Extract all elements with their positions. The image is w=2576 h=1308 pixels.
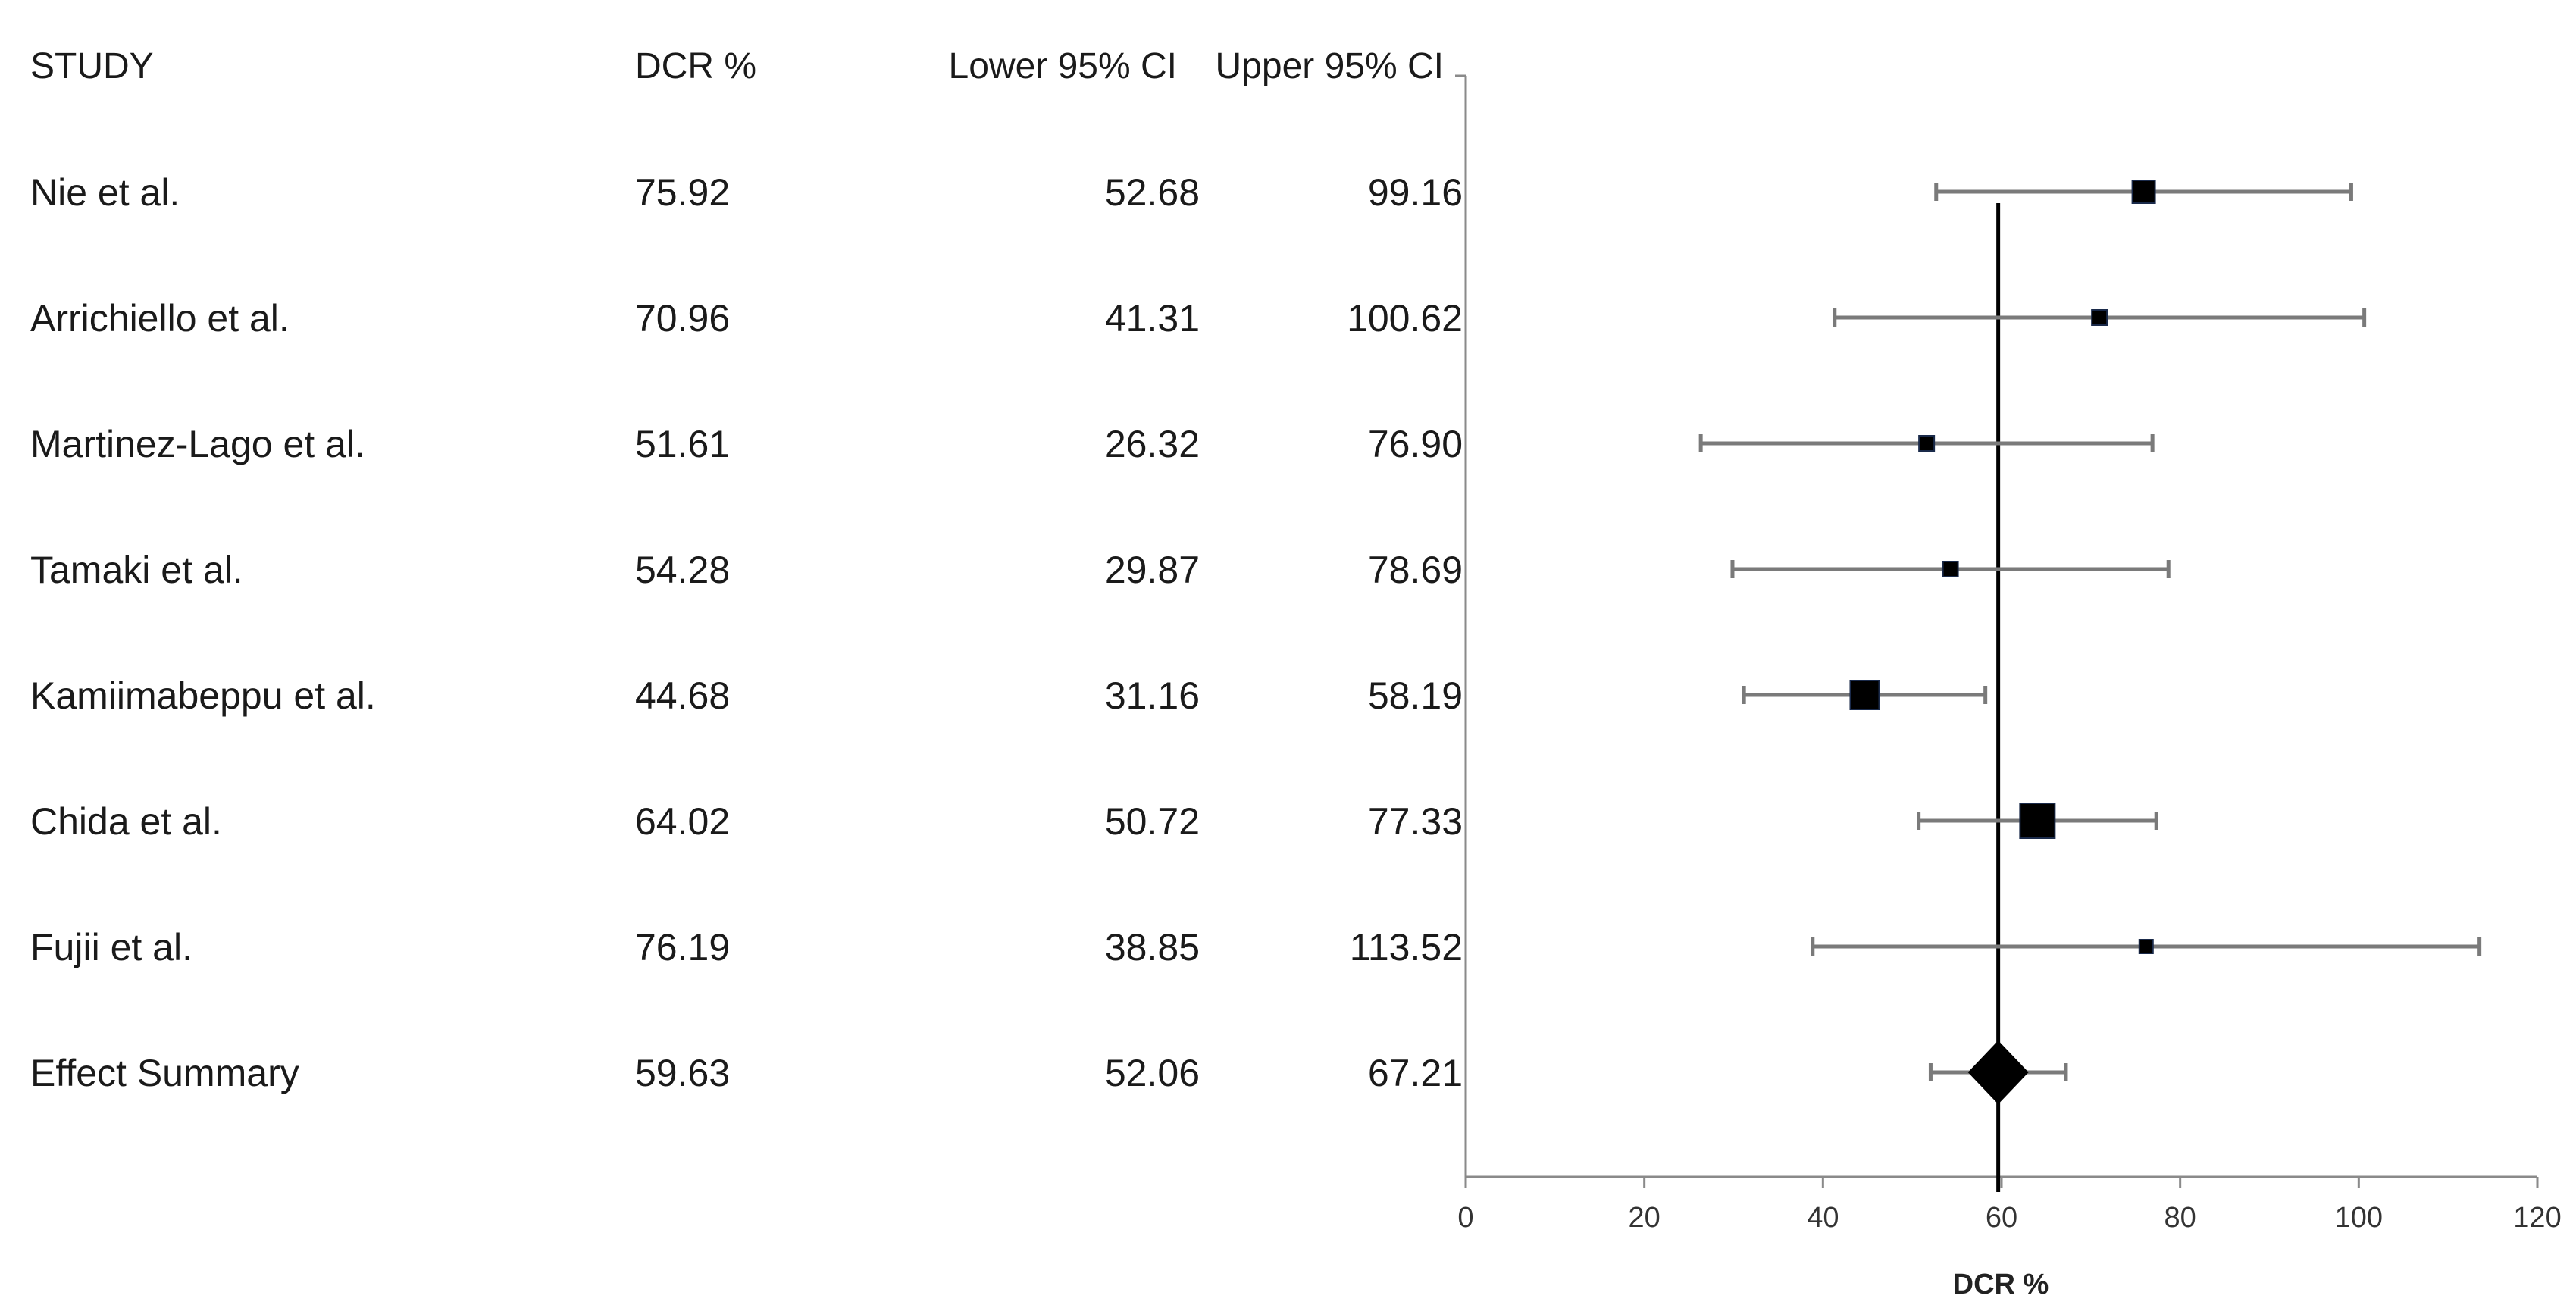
row-lower-ci: 52.68 [1105,171,1200,214]
row-upper-ci: 78.69 [1368,549,1463,591]
row-lower-ci: 50.72 [1105,800,1200,843]
summary-diamond [1967,1040,2029,1104]
row-upper-ci: 67.21 [1368,1052,1463,1094]
row-study-name: Chida et al. [30,800,222,843]
row-lower-ci: 31.16 [1105,674,1200,717]
header-study: STUDY [30,46,154,86]
row-upper-ci: 100.62 [1347,297,1463,340]
row-study-name: Effect Summary [30,1052,299,1094]
x-axis-label: DCR % [1953,1269,2049,1300]
x-tick-label: 20 [1629,1202,1660,1234]
point-estimate-marker [2131,180,2156,204]
row-dcr-value: 64.02 [635,800,730,843]
point-estimate-marker [1849,680,1880,710]
row-dcr-value: 70.96 [635,297,730,340]
row-upper-ci: 76.90 [1368,423,1463,465]
row-upper-ci: 113.52 [1350,926,1463,968]
x-tick-label: 120 [2513,1202,2561,1234]
row-upper-ci: 77.33 [1368,800,1463,843]
x-tick-label: 80 [2164,1202,2196,1234]
row-study-name: Nie et al. [30,171,180,214]
row-dcr-value: 76.19 [635,926,730,968]
header-upper-ci: Upper 95% CI [1216,46,1444,86]
header-lower-ci: Lower 95% CI [949,46,1177,86]
x-tick-label: 0 [1457,1202,1473,1234]
point-estimate-marker [2138,939,2154,954]
row-study-name: Arrichiello et al. [30,297,290,340]
row-study-name: Martinez-Lago et al. [30,423,365,465]
x-tick-label: 40 [1807,1202,1839,1234]
row-upper-ci: 58.19 [1368,674,1463,717]
table-rows: Nie et al. 75.92 52.68 99.16 Arrichiello et … [30,171,1463,1094]
row-dcr-value: 75.92 [635,171,730,214]
header-dcr: DCR % [635,46,756,86]
plot-marks [1698,180,2482,1192]
row-upper-ci: 99.16 [1368,171,1463,214]
row-lower-ci: 26.32 [1105,423,1200,465]
x-axis: 0 20 40 60 80 100 120 [1455,74,2562,1234]
row-lower-ci: 52.06 [1105,1052,1200,1094]
row-dcr-value: 59.63 [635,1052,730,1094]
row-study-name: Kamiimabeppu et al. [30,674,376,717]
point-estimate-marker [2091,309,2108,326]
row-lower-ci: 29.87 [1105,549,1200,591]
row-dcr-value: 44.68 [635,674,730,717]
row-study-name: Tamaki et al. [30,549,243,591]
point-estimate-marker [1918,435,1936,452]
row-dcr-value: 51.61 [635,423,730,465]
row-lower-ci: 38.85 [1105,926,1200,968]
row-study-name: Fujii et al. [30,926,192,968]
point-estimate-marker [1942,561,1959,577]
point-estimate-marker [2019,803,2056,839]
row-dcr-value: 54.28 [635,549,730,591]
row-lower-ci: 41.31 [1105,297,1200,340]
x-tick-label: 100 [2335,1202,2383,1234]
x-tick-label: 60 [1986,1202,2017,1234]
